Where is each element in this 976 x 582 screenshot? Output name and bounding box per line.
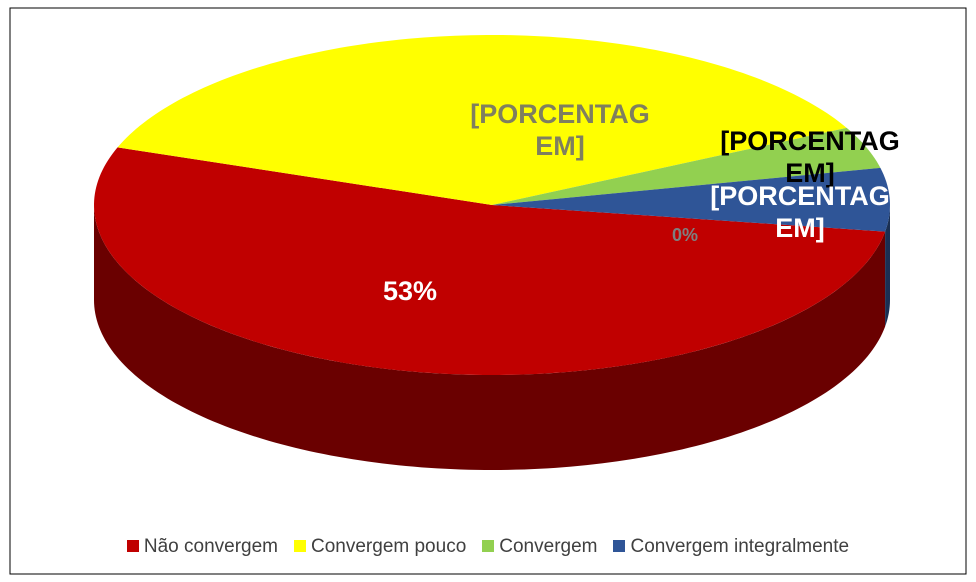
- legend-item: Convergem integralmente: [613, 536, 849, 557]
- pie-slice: [117, 35, 847, 205]
- legend-item: Convergem pouco: [294, 536, 466, 557]
- legend-label: Convergem pouco: [311, 536, 467, 557]
- data-label: [PORCENTAGEM]: [470, 99, 650, 162]
- data-label: 0%: [671, 225, 698, 245]
- legend-swatch: [613, 540, 626, 552]
- legend-label: Convergem: [499, 536, 598, 557]
- data-label: 53%: [382, 276, 438, 306]
- legend-item: Não convergem: [126, 536, 278, 557]
- pie-side: [94, 205, 886, 470]
- data-label: [PORCENTAGEM]: [710, 181, 890, 244]
- legend-swatch: [294, 540, 306, 552]
- data-label: [PORCENTAGEM]: [720, 126, 900, 189]
- legend-label: Convergem integralmente: [630, 536, 850, 557]
- pie-slice: [492, 167, 890, 232]
- legend-swatch: [482, 540, 495, 552]
- legend-label: Não convergem: [143, 536, 278, 557]
- legend-swatch: [126, 540, 139, 552]
- pie-slice: [94, 147, 886, 375]
- pie-side: [885, 205, 890, 327]
- legend: Não convergem Convergem pouco Convergem Con…: [0, 536, 976, 558]
- legend-item: Convergem: [482, 536, 597, 557]
- chart-border: [9, 7, 967, 575]
- pie-slice: [492, 127, 881, 205]
